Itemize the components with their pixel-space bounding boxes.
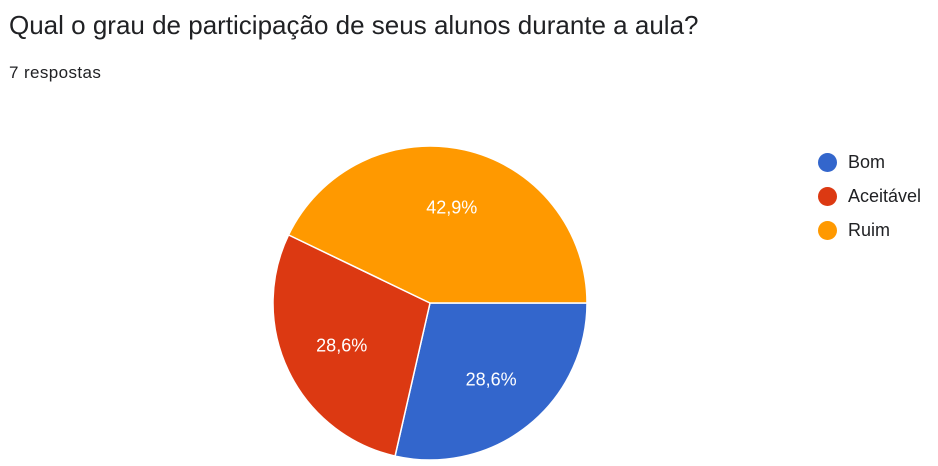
pie-slice-bom[interactable]: [394, 302, 588, 461]
legend-label-ruim: Ruim: [848, 219, 891, 240]
legend-item-ruim[interactable]: Ruim: [818, 213, 921, 247]
legend-swatch-ruim: [818, 220, 837, 240]
slice-label-bom: 28,6%: [466, 370, 517, 390]
pie-slice-ruim[interactable]: [287, 145, 588, 304]
question-title: Qual o grau de participação de seus alun…: [9, 10, 699, 40]
pie-slice-labels: 28,6% 28,6% 42,9%: [316, 198, 516, 390]
legend-label-aceitavel: Aceitável: [848, 185, 922, 206]
legend-swatch-aceitavel: [818, 186, 837, 206]
pie-slices: [272, 145, 588, 461]
response-count: 7 respostas: [9, 63, 102, 82]
legend-item-bom[interactable]: Bom: [818, 145, 921, 179]
legend-label-bom: Bom: [848, 151, 886, 172]
legend-item-aceitavel[interactable]: Aceitável: [818, 179, 921, 213]
slice-label-ruim: 42,9%: [426, 198, 477, 218]
legend-swatch-bom: [818, 152, 837, 172]
pie-slice-aceitavel[interactable]: [272, 234, 431, 457]
chart-legend: Bom Aceitável Ruim: [818, 145, 921, 247]
slice-label-aceitavel: 28,6%: [316, 336, 367, 356]
